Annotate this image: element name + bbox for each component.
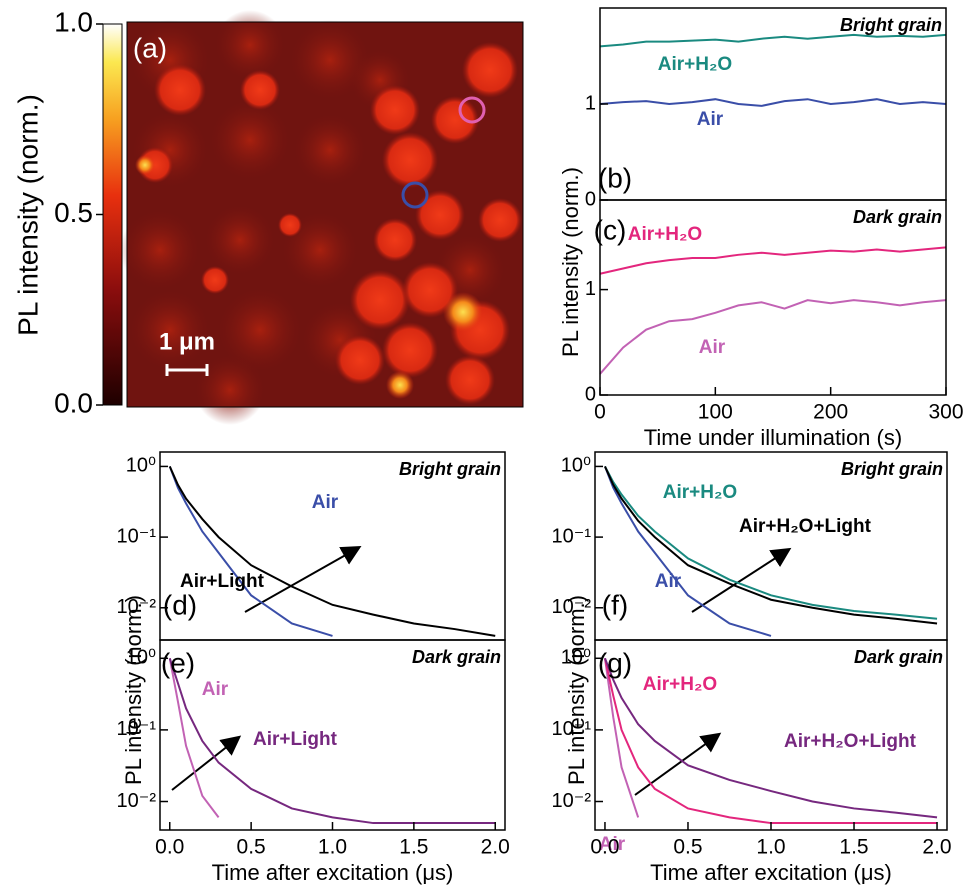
x-tick-label: 200 [813, 401, 848, 424]
y-tick-label: 1 [585, 92, 596, 114]
panel-label: (d) [163, 589, 197, 620]
annotation: Bright grain [841, 459, 943, 479]
colorbar-tick-label: 0.5 [54, 197, 93, 228]
series-label: Air+Light [253, 729, 338, 750]
x-tick-label: 0.0 [590, 836, 619, 859]
y-tick-label: 1 [585, 278, 596, 300]
y-tick-label: 10⁻¹ [117, 718, 157, 740]
annotation: Bright grain [840, 15, 942, 35]
y-tick-label: 10⁻² [117, 596, 157, 618]
annotation: Bright grain [399, 459, 501, 479]
plot-frame [159, 451, 506, 641]
plot-frame [599, 199, 947, 396]
y-tick-label: 10⁰ [126, 455, 156, 477]
x-tick-label: 0.5 [673, 836, 702, 859]
frame [126, 21, 524, 408]
series-label: Air+H₂O+Light [739, 516, 872, 537]
x-tick-label: 1.5 [399, 836, 428, 859]
colorbar [102, 23, 123, 406]
colorbar-tick-label: 1.0 [54, 6, 93, 37]
y-tick-label: 10⁻¹ [552, 718, 592, 740]
series-label: Air [312, 492, 339, 513]
series-line [168, 658, 220, 818]
series-line [603, 658, 938, 825]
x-tick-label: 300 [928, 401, 963, 424]
series-label: Air+H₂O+Light [784, 731, 917, 752]
series-label: Air+H₂O [643, 674, 717, 695]
series-line [599, 98, 947, 107]
y-tick-label: 0 [585, 188, 596, 210]
x-tick-label: 2.0 [922, 836, 951, 859]
x-tick-label: 0 [594, 401, 606, 424]
panel-label: (c) [594, 214, 627, 245]
series-label: Air [699, 337, 726, 358]
x-axis-label: Time under illumination (s) [644, 425, 902, 450]
micrograph [120, 10, 524, 425]
y-axis-label: PL intensity (norm.) [564, 595, 589, 785]
series-label: Air [655, 571, 682, 592]
y-tick-label: 10⁰ [126, 647, 156, 669]
x-tick-label: 0.5 [237, 836, 266, 859]
y-axis-label: PL intensity (norm.) [558, 167, 583, 357]
annotation: Dark grain [412, 647, 501, 667]
y-axis-label: PL intensity (norm.) [121, 595, 146, 785]
series-label: Air+H₂O [663, 482, 737, 503]
series-label: Air+H₂O [628, 224, 702, 245]
arrow [634, 732, 722, 796]
annotation: Dark grain [853, 207, 942, 227]
series-line [604, 657, 938, 819]
annotation: Dark grain [854, 647, 943, 667]
colorbar-label: PL intensity (norm.) [12, 94, 43, 336]
marker-dark [401, 181, 429, 209]
x-tick-label: 1.0 [318, 836, 347, 859]
series-label: Air [599, 834, 626, 855]
series-line [604, 465, 938, 620]
scale-bar-label: 1 μm [159, 328, 215, 355]
arrow [244, 546, 362, 613]
panel-label: (g) [598, 647, 632, 678]
y-tick-label: 10⁻¹ [117, 525, 157, 547]
x-tick-label: 1.5 [839, 836, 868, 859]
series-label: Air [202, 679, 229, 700]
series-line [599, 33, 947, 48]
series-label: Air [697, 109, 724, 130]
series-label: Air+Light [180, 571, 265, 592]
series-line [599, 246, 947, 275]
y-tick-label: 0 [585, 383, 596, 405]
plot-frame [594, 451, 948, 641]
x-tick-label: 2.0 [481, 836, 510, 859]
panel-label: (a) [133, 32, 167, 63]
y-tick-label: 10⁻² [552, 596, 592, 618]
series-line [168, 466, 496, 637]
series-line [603, 658, 640, 818]
y-tick-label: 10⁰ [561, 455, 591, 477]
y-tick-label: 10⁰ [561, 647, 591, 669]
panel-label: (e) [161, 647, 195, 678]
series-line [604, 466, 772, 637]
y-tick-label: 10⁻² [117, 790, 157, 812]
series-line [168, 466, 333, 637]
series-label: Air+H₂O [658, 54, 732, 75]
series-line [168, 657, 496, 825]
x-tick-label: 100 [698, 401, 733, 424]
x-tick-label: 0.0 [155, 836, 184, 859]
series-line [599, 299, 947, 375]
arrow [691, 547, 792, 613]
y-tick-label: 10⁻¹ [552, 525, 592, 547]
marker-bright [458, 96, 486, 124]
arrow [171, 735, 242, 791]
panel-label: (b) [598, 162, 632, 193]
colorbar-tick-label: 0.0 [54, 387, 93, 418]
panel-label: (f) [602, 589, 628, 620]
series-line [604, 466, 938, 625]
arrows [171, 546, 792, 796]
x-tick-label: 1.0 [756, 836, 785, 859]
x-axis-label: Time after excitation (μs) [212, 860, 454, 885]
x-axis-label: Time after excitation (μs) [650, 860, 892, 885]
y-tick-label: 10⁻² [552, 790, 592, 812]
